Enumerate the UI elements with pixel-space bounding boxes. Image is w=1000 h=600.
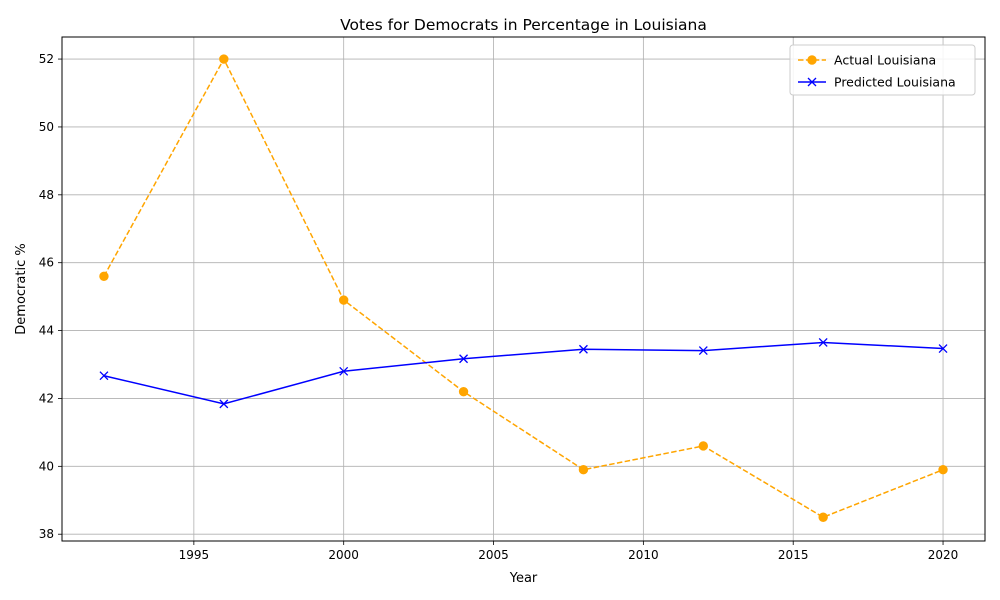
x-tick-label: 2020: [928, 548, 959, 562]
y-tick-label: 44: [39, 324, 54, 338]
series-layer: [99, 54, 948, 522]
x-tick-label: 1995: [179, 548, 210, 562]
data-point-predicted-louisiana: [99, 371, 109, 381]
data-point-predicted-louisiana: [698, 346, 708, 356]
legend-label: Predicted Louisiana: [834, 75, 956, 90]
data-point-actual-louisiana: [458, 386, 469, 397]
x-tick-label: 2005: [478, 548, 509, 562]
legend-marker: [807, 55, 817, 65]
x-tick-label: 2015: [778, 548, 809, 562]
data-point-predicted-louisiana: [578, 344, 588, 354]
legend-marker: [807, 77, 817, 87]
y-tick-label: 42: [39, 391, 54, 405]
series-predicted-louisiana: [99, 337, 948, 409]
series-line-actual-louisiana: [103, 57, 944, 519]
series-actual-louisiana: [99, 54, 948, 522]
data-point-predicted-louisiana: [339, 366, 349, 376]
data-point-actual-louisiana: [938, 465, 948, 475]
legend-label: Actual Louisiana: [834, 53, 936, 68]
y-tick-label: 46: [39, 256, 54, 270]
x-tick-label: 2010: [628, 548, 659, 562]
series-line-predicted-louisiana: [103, 341, 944, 405]
data-point-actual-louisiana: [219, 54, 229, 64]
y-tick-label: 52: [39, 52, 54, 66]
data-point-actual-louisiana: [578, 465, 589, 475]
x-tick-label: 2000: [328, 548, 359, 562]
legend-item-predicted-louisiana: Predicted Louisiana: [798, 75, 956, 90]
legend: Actual Louisiana Predicted Louisiana: [789, 44, 976, 96]
data-point-actual-louisiana: [99, 271, 109, 281]
y-axis-title: Democratic %: [14, 243, 29, 334]
legend-item-actual-louisiana: Actual Louisiana: [798, 53, 936, 68]
legend-box: [789, 44, 976, 96]
y-tick-label: 48: [39, 188, 54, 202]
x-axis-title: Year: [509, 571, 538, 586]
y-tick-label: 50: [39, 120, 54, 134]
grid: [62, 37, 985, 541]
data-point-actual-louisiana: [818, 512, 828, 522]
data-point-predicted-louisiana: [818, 337, 828, 347]
data-point-actual-louisiana: [338, 295, 349, 305]
data-point-predicted-louisiana: [938, 344, 948, 354]
plot-frame: [61, 36, 986, 542]
y-tick-label: 38: [39, 527, 54, 541]
data-point-actual-louisiana: [698, 441, 709, 451]
axis-ticks: 1995 2000 2005 2010 2015 2020 38 40 42 44 46 48 50 52: [39, 52, 959, 562]
y-tick-label: 40: [39, 459, 54, 473]
data-point-predicted-louisiana: [219, 399, 229, 409]
chart-title: Votes for Democrats in Percentage in Lou…: [340, 16, 707, 34]
data-point-predicted-louisiana: [459, 354, 469, 364]
